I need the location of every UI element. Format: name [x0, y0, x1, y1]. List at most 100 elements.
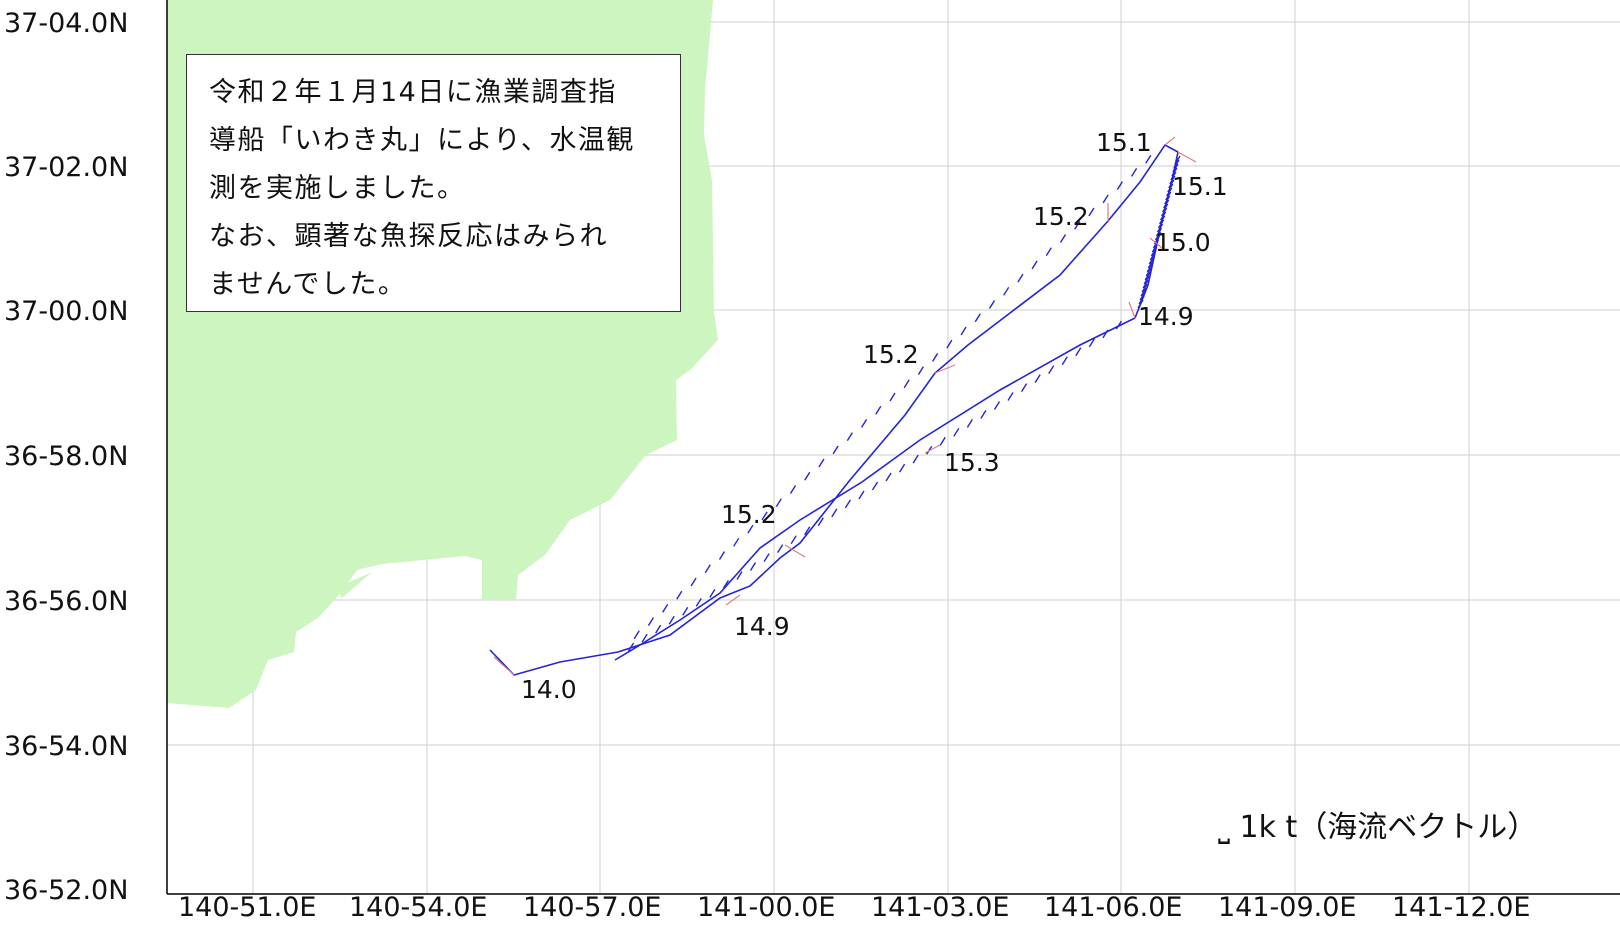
current-vector-tick	[633, 630, 640, 640]
current-vector-tick	[736, 571, 743, 580]
current-vector-tick	[733, 537, 740, 547]
longitude-label: 140-54.0E	[349, 892, 488, 923]
current-vector-tick	[860, 419, 868, 428]
current-vector-tick	[763, 553, 770, 562]
current-vector-tick	[682, 606, 689, 616]
current-vector-tick	[1160, 211, 1167, 221]
latitude-label: 36-58.0N	[4, 441, 129, 472]
current-vector-legend: ⎵ 1k t（海流ベクトル）	[1218, 810, 1538, 845]
current-vector-tick	[1163, 199, 1170, 209]
current-vector-tick	[1061, 356, 1068, 366]
temperature-label: 15.1	[1172, 172, 1228, 201]
current-vector-tick	[1116, 181, 1123, 191]
current-vector-tick	[844, 499, 851, 509]
current-vector-tick	[1074, 220, 1081, 230]
current-vector-tick	[846, 432, 853, 442]
current-vector-tick	[912, 454, 919, 464]
current-vector-tick	[1139, 291, 1146, 301]
current-vector-tick	[1045, 247, 1052, 257]
current-vector-tick	[1142, 279, 1149, 289]
current-vector-tick	[1007, 392, 1014, 401]
latitude-label: 37-02.0N	[4, 152, 129, 183]
longitude-label: 141-06.0E	[1044, 892, 1183, 923]
latitude-label: 36-52.0N	[4, 875, 129, 906]
current-vector-tick	[1173, 159, 1180, 169]
current-vector-tick	[1115, 320, 1123, 330]
current-vector-tick	[974, 313, 981, 323]
current-vector-tick	[1161, 207, 1168, 217]
current-vector-tick	[889, 392, 896, 402]
current-vector-tick	[1167, 183, 1174, 193]
current-vector-tick	[1020, 383, 1028, 392]
current-vector-tick	[655, 624, 662, 634]
current-vector-tick	[988, 300, 996, 309]
current-vector-tick	[1088, 338, 1095, 348]
current-vector-tick	[817, 517, 824, 527]
temperature-label: 15.2	[1033, 202, 1089, 231]
temperature-label: 14.9	[734, 612, 790, 641]
current-vector-tick	[1169, 175, 1176, 185]
current-vector-tick	[818, 458, 825, 468]
current-vector-tick	[1003, 286, 1010, 296]
current-vector-tick	[1102, 194, 1109, 204]
current-vector-tick	[1146, 263, 1153, 273]
current-vector-tick	[1137, 299, 1144, 309]
current-vector-tick	[885, 472, 892, 482]
current-vector-tick	[804, 471, 811, 481]
current-vector-tick	[1141, 283, 1148, 293]
current-vector-tick	[1143, 275, 1150, 285]
current-vector-tick	[1150, 247, 1157, 257]
current-vector-tick	[804, 526, 811, 536]
longitude-label: 141-00.0E	[697, 892, 836, 923]
current-vector-tick	[1102, 329, 1109, 339]
current-vector-tick	[1166, 187, 1173, 197]
temperature-label: 15.0	[1155, 228, 1211, 257]
current-vector-tick	[858, 490, 865, 500]
current-vector-tick	[903, 379, 910, 389]
temperature-label: 15.2	[721, 500, 777, 529]
current-vector-tick	[1162, 203, 1169, 213]
current-vector-tick	[690, 577, 697, 587]
current-vector-tick	[966, 418, 973, 428]
current-vector-tick	[871, 481, 879, 491]
current-vector-tick	[1031, 260, 1038, 270]
current-vector-tick	[790, 535, 797, 545]
current-vector-tick	[1152, 239, 1160, 249]
current-vector-tick	[749, 562, 757, 571]
current-vector-tick	[1147, 259, 1154, 269]
current-vector-tick	[1174, 155, 1181, 165]
current-vector-tick	[1168, 179, 1175, 189]
current-vector-tick	[831, 508, 838, 518]
current-vector-tick	[1017, 273, 1024, 283]
current-vector-tick	[641, 633, 648, 643]
latitude-label: 37-04.0N	[4, 8, 129, 39]
current-vector-tick	[993, 401, 1001, 410]
current-vector-tick	[1059, 234, 1067, 243]
station-markers	[493, 136, 1197, 676]
current-vector-tick	[775, 498, 782, 508]
track-leg-3	[614, 317, 1136, 661]
current-vector-tick	[761, 511, 768, 521]
current-vector-tick	[980, 410, 987, 419]
current-vector-tick	[946, 339, 953, 349]
grid-lines	[167, 0, 1620, 894]
current-vector-tick	[1156, 223, 1164, 233]
current-vector-tick	[1148, 255, 1155, 265]
current-vector-tick	[789, 485, 797, 494]
current-vector-tick	[1145, 154, 1152, 164]
longitude-label: 140-57.0E	[523, 892, 662, 923]
current-vector-tick	[718, 551, 726, 560]
current-vector-tick	[627, 642, 635, 652]
current-vectors	[627, 154, 1181, 652]
current-vector-tick	[1138, 295, 1145, 305]
longitude-label: 141-12.0E	[1392, 892, 1531, 923]
current-vector-tick	[1164, 195, 1171, 205]
current-vector-tick	[1171, 167, 1178, 177]
current-vector-tick	[747, 524, 754, 534]
temperature-label: 15.2	[863, 340, 919, 369]
note-line: 導船「いわき丸」により、水温観	[209, 125, 635, 156]
current-vector-tick	[1158, 215, 1166, 225]
current-vector-tick	[875, 405, 882, 415]
current-vector-tick	[722, 580, 730, 589]
temperature-label: 15.1	[1096, 128, 1152, 157]
